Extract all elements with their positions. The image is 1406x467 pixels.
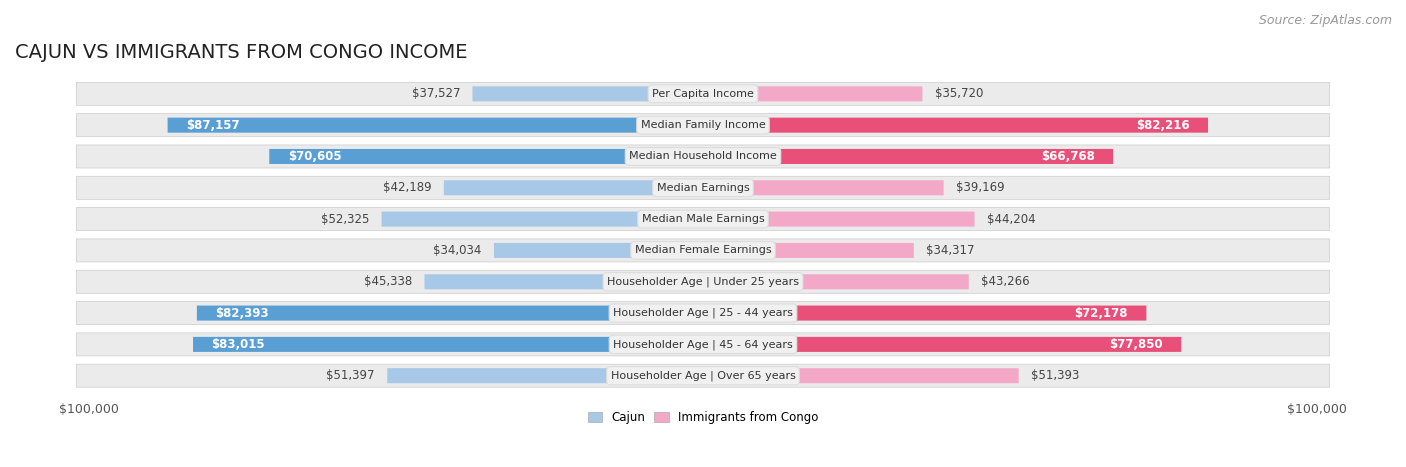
FancyBboxPatch shape bbox=[193, 337, 703, 352]
Text: Householder Age | 45 - 64 years: Householder Age | 45 - 64 years bbox=[613, 339, 793, 350]
FancyBboxPatch shape bbox=[76, 333, 1330, 356]
Text: $43,266: $43,266 bbox=[981, 275, 1029, 288]
Text: Median Family Income: Median Family Income bbox=[641, 120, 765, 130]
FancyBboxPatch shape bbox=[703, 368, 1019, 383]
FancyBboxPatch shape bbox=[76, 145, 1330, 168]
FancyBboxPatch shape bbox=[76, 302, 1330, 325]
Text: Source: ZipAtlas.com: Source: ZipAtlas.com bbox=[1258, 14, 1392, 27]
Text: $70,605: $70,605 bbox=[288, 150, 342, 163]
Text: $42,189: $42,189 bbox=[382, 181, 432, 194]
FancyBboxPatch shape bbox=[703, 180, 943, 195]
Text: $82,216: $82,216 bbox=[1136, 119, 1189, 132]
Text: Median Household Income: Median Household Income bbox=[628, 151, 778, 162]
Text: $77,850: $77,850 bbox=[1109, 338, 1163, 351]
Text: Median Male Earnings: Median Male Earnings bbox=[641, 214, 765, 224]
FancyBboxPatch shape bbox=[76, 270, 1330, 293]
Text: $44,204: $44,204 bbox=[987, 212, 1035, 226]
FancyBboxPatch shape bbox=[703, 274, 969, 289]
FancyBboxPatch shape bbox=[703, 337, 1181, 352]
FancyBboxPatch shape bbox=[494, 243, 703, 258]
FancyBboxPatch shape bbox=[381, 212, 703, 226]
Text: $39,169: $39,169 bbox=[956, 181, 1004, 194]
FancyBboxPatch shape bbox=[76, 82, 1330, 106]
Text: Householder Age | 25 - 44 years: Householder Age | 25 - 44 years bbox=[613, 308, 793, 318]
Legend: Cajun, Immigrants from Congo: Cajun, Immigrants from Congo bbox=[583, 407, 823, 429]
Text: $82,393: $82,393 bbox=[215, 306, 269, 319]
FancyBboxPatch shape bbox=[444, 180, 703, 195]
FancyBboxPatch shape bbox=[703, 212, 974, 226]
Text: Median Earnings: Median Earnings bbox=[657, 183, 749, 193]
Text: CAJUN VS IMMIGRANTS FROM CONGO INCOME: CAJUN VS IMMIGRANTS FROM CONGO INCOME bbox=[15, 43, 468, 62]
FancyBboxPatch shape bbox=[703, 118, 1208, 133]
FancyBboxPatch shape bbox=[76, 208, 1330, 231]
Text: $52,325: $52,325 bbox=[321, 212, 370, 226]
Text: $51,397: $51,397 bbox=[326, 369, 375, 382]
FancyBboxPatch shape bbox=[76, 176, 1330, 199]
Text: $35,720: $35,720 bbox=[935, 87, 983, 100]
FancyBboxPatch shape bbox=[76, 364, 1330, 387]
Text: $72,178: $72,178 bbox=[1074, 306, 1128, 319]
FancyBboxPatch shape bbox=[425, 274, 703, 289]
Text: $34,034: $34,034 bbox=[433, 244, 482, 257]
Text: $83,015: $83,015 bbox=[211, 338, 266, 351]
Text: $51,393: $51,393 bbox=[1031, 369, 1080, 382]
FancyBboxPatch shape bbox=[472, 86, 703, 101]
Text: Median Female Earnings: Median Female Earnings bbox=[634, 246, 772, 255]
FancyBboxPatch shape bbox=[703, 86, 922, 101]
Text: $45,338: $45,338 bbox=[364, 275, 412, 288]
Text: Householder Age | Under 25 years: Householder Age | Under 25 years bbox=[607, 276, 799, 287]
Text: $34,317: $34,317 bbox=[927, 244, 974, 257]
FancyBboxPatch shape bbox=[76, 113, 1330, 137]
Text: Per Capita Income: Per Capita Income bbox=[652, 89, 754, 99]
FancyBboxPatch shape bbox=[703, 305, 1146, 320]
FancyBboxPatch shape bbox=[270, 149, 703, 164]
Text: $66,768: $66,768 bbox=[1040, 150, 1095, 163]
FancyBboxPatch shape bbox=[197, 305, 703, 320]
FancyBboxPatch shape bbox=[76, 239, 1330, 262]
Text: $87,157: $87,157 bbox=[186, 119, 239, 132]
FancyBboxPatch shape bbox=[703, 149, 1114, 164]
FancyBboxPatch shape bbox=[703, 243, 914, 258]
Text: Householder Age | Over 65 years: Householder Age | Over 65 years bbox=[610, 370, 796, 381]
Text: $37,527: $37,527 bbox=[412, 87, 460, 100]
FancyBboxPatch shape bbox=[387, 368, 703, 383]
FancyBboxPatch shape bbox=[167, 118, 703, 133]
